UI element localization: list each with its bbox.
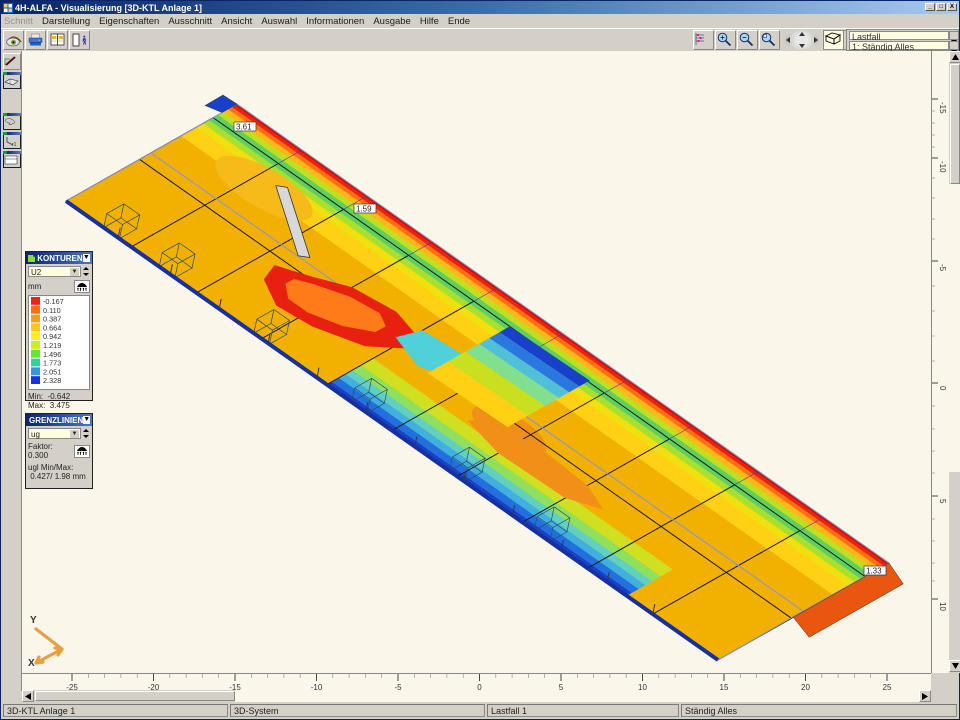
svg-text:-0.167: -0.167 xyxy=(43,297,64,306)
svg-text:0.942: 0.942 xyxy=(43,332,61,341)
svg-text:25: 25 xyxy=(883,683,892,690)
svg-text:1.773: 1.773 xyxy=(43,359,61,368)
svg-text:-5: -5 xyxy=(394,683,402,690)
svg-text:1.219: 1.219 xyxy=(43,341,61,350)
svg-text:2.328: 2.328 xyxy=(43,376,61,385)
svg-text:0: 0 xyxy=(477,683,482,690)
svg-text:-25: -25 xyxy=(66,683,78,690)
svg-text:1.33: 1.33 xyxy=(866,567,882,576)
svg-text:10: 10 xyxy=(638,683,647,690)
svg-text:10: 10 xyxy=(938,602,947,611)
svg-text:1.496: 1.496 xyxy=(43,350,61,359)
svg-text:Y: Y xyxy=(30,615,37,626)
svg-text:-15: -15 xyxy=(938,102,947,114)
svg-text:5: 5 xyxy=(559,683,564,690)
svg-text:-5: -5 xyxy=(938,264,947,272)
svg-text:3.61: 3.61 xyxy=(236,123,252,132)
svg-text:15: 15 xyxy=(720,683,729,690)
svg-text:-20: -20 xyxy=(148,683,160,690)
svg-text:0.110: 0.110 xyxy=(43,306,61,315)
svg-text:2.051: 2.051 xyxy=(43,367,61,376)
svg-text:5: 5 xyxy=(938,499,947,504)
svg-text:-10: -10 xyxy=(938,161,947,173)
svg-text:0: 0 xyxy=(938,386,947,391)
svg-text:0.387: 0.387 xyxy=(43,315,61,324)
svg-text:X: X xyxy=(28,658,35,669)
svg-text:0.664: 0.664 xyxy=(43,323,61,332)
svg-text:1.59: 1.59 xyxy=(356,205,372,214)
svg-text:20: 20 xyxy=(801,683,810,690)
svg-text:-10: -10 xyxy=(311,683,323,690)
svg-text:-15: -15 xyxy=(229,683,241,690)
svg-text:r1: r1 xyxy=(12,142,17,147)
